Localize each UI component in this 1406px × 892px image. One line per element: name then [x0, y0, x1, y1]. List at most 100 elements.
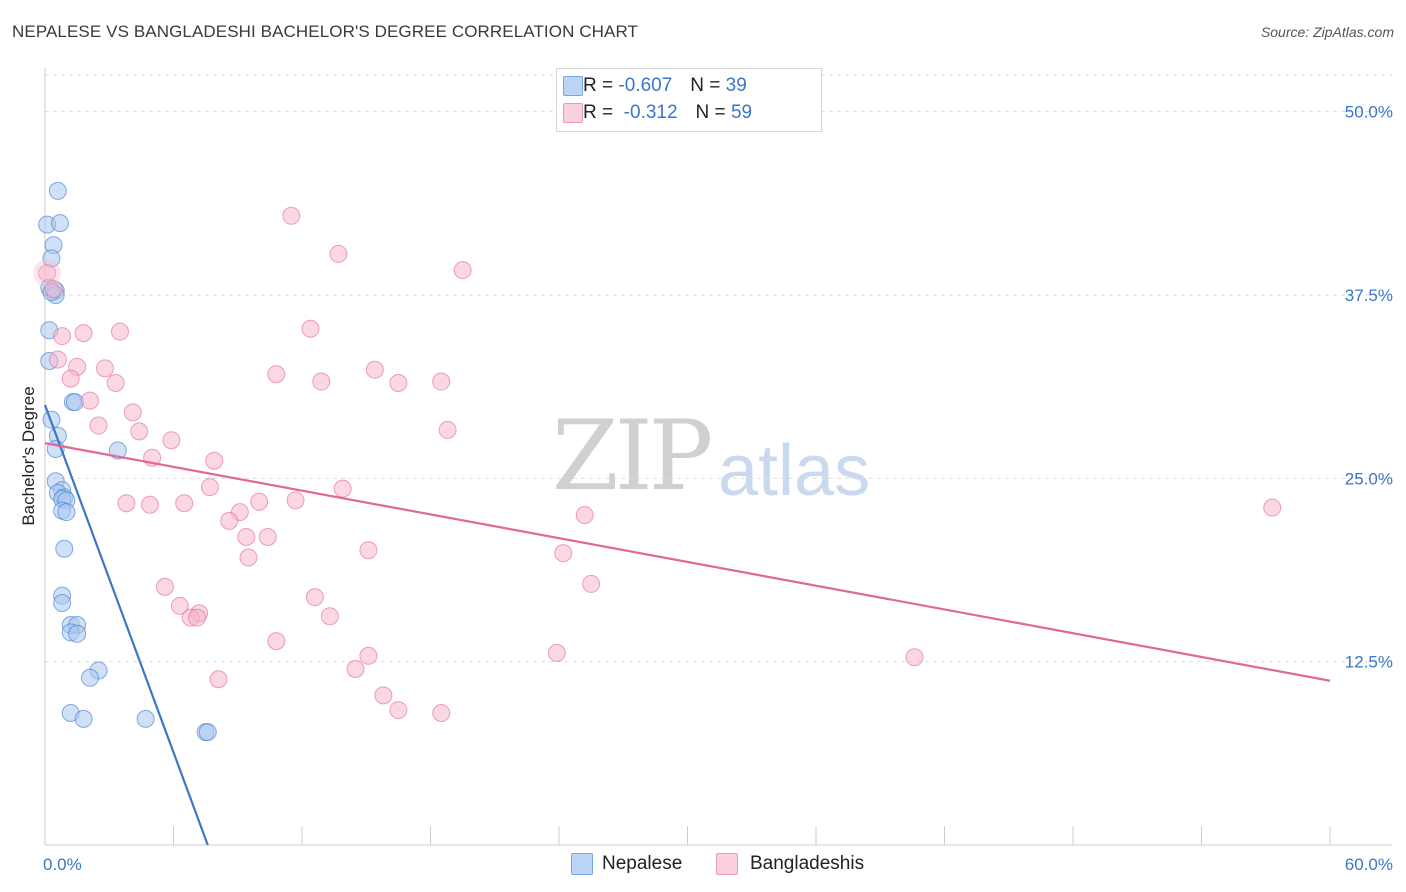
- bangladeshi-point: [258, 528, 277, 546]
- bangladeshi-point: [175, 494, 194, 513]
- legend-r-label: R =: [583, 102, 614, 123]
- bangladeshi-point: [432, 704, 451, 722]
- legend-label-bangladeshis: Bangladeshis: [750, 853, 865, 874]
- bangladeshi-point: [547, 643, 566, 662]
- bangladeshi-point: [89, 416, 108, 435]
- nepalese-point: [68, 624, 87, 643]
- nepalese-point: [136, 709, 155, 728]
- bangladeshi-point: [453, 261, 472, 280]
- bangladeshi-trend-line: [44, 442, 1331, 682]
- bangladeshi-point: [346, 660, 365, 678]
- bangladeshi-point: [282, 206, 301, 225]
- legend-swatch-bangladeshis: [716, 853, 738, 875]
- bangladeshi-point: [305, 588, 324, 607]
- data-points: [33, 181, 1282, 742]
- legend-n-label: N =: [690, 75, 721, 96]
- legend-swatch-nepalese: [571, 853, 593, 875]
- bangladeshi-point: [74, 324, 93, 343]
- y-axis-label: Bachelor's Degree: [19, 386, 38, 525]
- legend-swatch-pink: [563, 103, 583, 123]
- bangladeshi-point: [237, 528, 256, 546]
- legend-r-value: -0.607: [618, 75, 673, 96]
- trend-lines: [43, 404, 1331, 846]
- nepalese-point: [50, 214, 69, 233]
- chart-title: NEPALESE VS BANGLADESHI BACHELOR'S DEGRE…: [12, 22, 639, 41]
- bangladeshi-point: [239, 548, 258, 567]
- y-tick-label: 50.0%: [1345, 103, 1393, 122]
- bangladeshi-point: [554, 544, 573, 563]
- bangladeshi-point: [389, 701, 408, 720]
- bangladeshi-point: [130, 422, 149, 441]
- bangladeshi-point: [155, 577, 174, 596]
- bangladeshi-point: [582, 574, 601, 593]
- bangladeshi-point: [170, 596, 189, 615]
- bangladeshi-point: [365, 360, 384, 379]
- bangladeshi-point: [575, 506, 594, 524]
- bangladeshi-point: [38, 264, 57, 282]
- legend-r-label: R =: [583, 75, 614, 96]
- y-tick-label: 12.5%: [1345, 653, 1393, 672]
- bangladeshi-point: [123, 403, 142, 422]
- bangladeshi-point: [329, 244, 348, 263]
- bangladeshi-point: [53, 327, 72, 346]
- bangladeshi-point: [286, 491, 305, 510]
- bangladeshi-point: [140, 495, 159, 514]
- bangladeshi-point: [359, 541, 378, 560]
- bangladeshi-point: [200, 478, 219, 497]
- bangladeshi-point: [312, 372, 331, 391]
- series-legend: Nepalese Bangladeshis: [0, 850, 1406, 878]
- legend-row-nepalese: R = -0.607 N = 39: [563, 74, 747, 98]
- correlation-legend: R = -0.607 N = 39 R = -0.312 N = 59: [556, 68, 822, 132]
- nepalese-point: [74, 709, 93, 728]
- nepalese-point: [198, 723, 217, 742]
- bangladeshi-point: [162, 431, 181, 450]
- nepalese-trend-line: [43, 404, 209, 846]
- bangladeshi-point: [267, 365, 286, 384]
- legend-row-bangladeshis: R = -0.312 N = 59: [563, 101, 753, 125]
- bangladeshi-point: [333, 479, 352, 498]
- bangladeshi-point: [61, 369, 80, 388]
- legend-swatch-blue: [563, 76, 583, 96]
- bangladeshi-point: [220, 511, 239, 530]
- bangladeshi-point-cluster: [33, 259, 62, 287]
- bangladeshi-point: [80, 391, 99, 410]
- bangladeshi-point: [320, 607, 339, 626]
- nepalese-point: [53, 594, 72, 612]
- x-tick-label: 0.0%: [43, 855, 82, 874]
- y-tick-label: 37.5%: [1345, 286, 1393, 305]
- bangladeshi-point: [188, 608, 207, 627]
- nepalese-point: [65, 393, 84, 412]
- bangladeshi-point: [1263, 498, 1282, 517]
- bangladeshi-point: [389, 374, 408, 392]
- legend-n-value: 39: [725, 75, 747, 96]
- bangladeshi-point: [95, 359, 114, 378]
- legend-n-label: N =: [695, 102, 726, 123]
- bangladeshi-point: [267, 632, 286, 651]
- axes: [44, 68, 1392, 846]
- watermark-atlas: atlas: [718, 431, 871, 511]
- bangladeshi-point: [110, 322, 129, 341]
- bangladeshi-point: [209, 670, 228, 689]
- nepalese-point: [57, 503, 76, 522]
- bangladeshi-point: [205, 451, 224, 470]
- y-tick-label: 25.0%: [1345, 469, 1393, 488]
- bangladeshi-point: [44, 280, 63, 299]
- bangladeshi-point: [438, 420, 457, 439]
- bangladeshi-point: [432, 372, 451, 391]
- legend-r-value: -0.312: [623, 102, 678, 123]
- x-tick-label: 60.0%: [1345, 855, 1393, 874]
- nepalese-point: [80, 668, 99, 687]
- grid-lines: [45, 74, 1392, 663]
- bangladeshi-point: [48, 350, 67, 369]
- bangladeshi-point: [374, 686, 393, 705]
- tick-labels: 12.5% 25.0% 37.5% 50.0% 0.0% 60.0%: [43, 103, 1393, 874]
- bangladeshi-point: [301, 319, 320, 338]
- bangladeshi-point: [905, 648, 924, 667]
- bangladeshi-point: [250, 492, 269, 511]
- bangladeshi-point: [359, 646, 378, 665]
- legend-n-value: 59: [730, 102, 753, 123]
- nepalese-point: [55, 539, 74, 558]
- bangladeshi-point: [117, 494, 136, 513]
- legend-label-nepalese: Nepalese: [602, 853, 683, 874]
